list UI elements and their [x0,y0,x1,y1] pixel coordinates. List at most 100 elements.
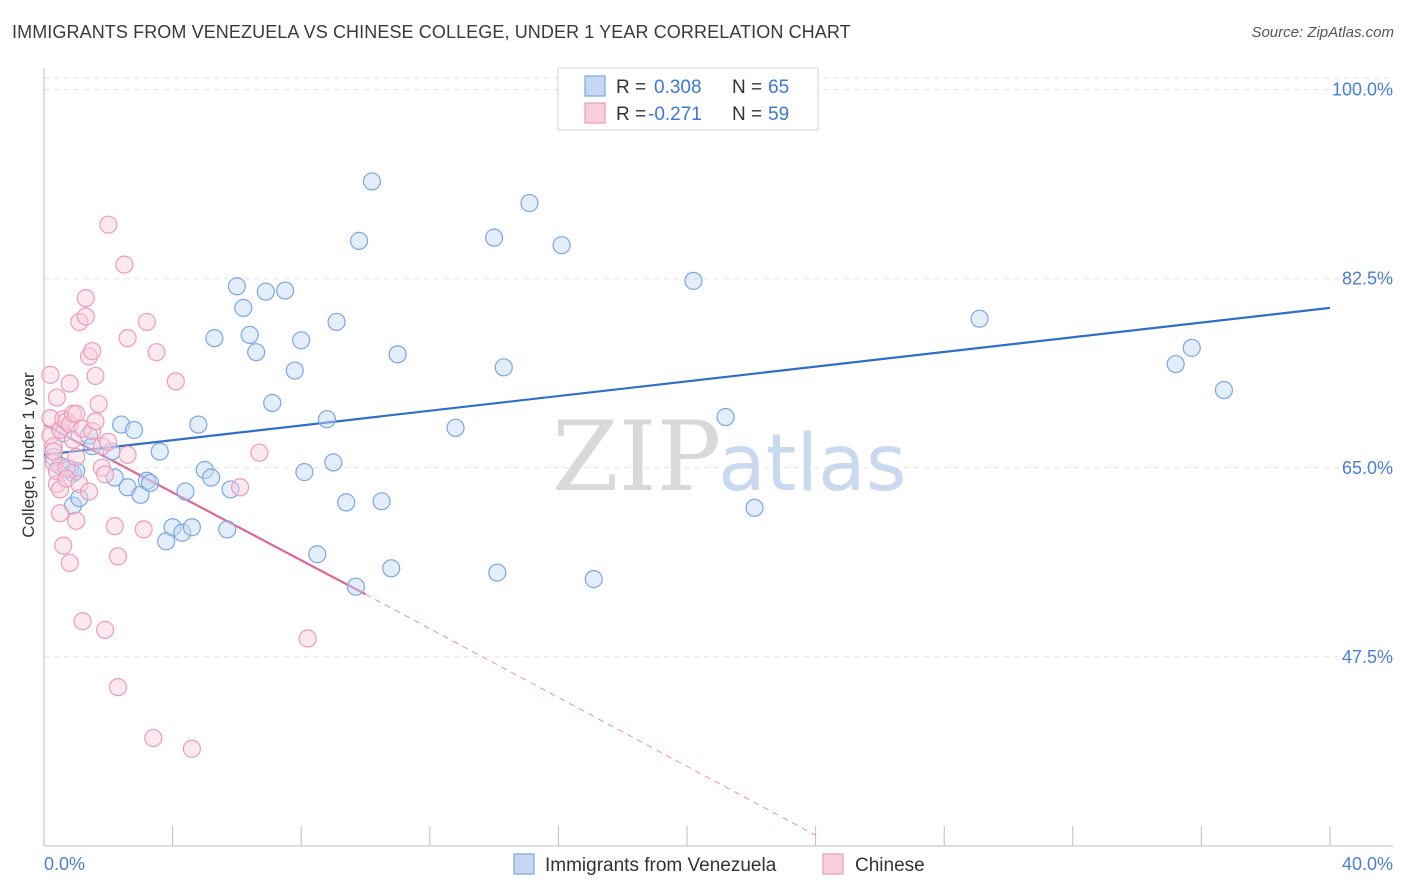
point-venezuela [240,325,259,344]
watermark-zip: ZIP [552,401,721,513]
point-venezuela [1182,338,1201,357]
y-axis-title: College, Under 1 year [19,372,38,538]
point-venezuela [295,463,314,482]
point-chinese [99,432,118,451]
legend-r-value-2: -0.271 [648,104,702,125]
point-venezuela [202,468,221,487]
point-chinese [79,347,99,366]
point-venezuela [349,231,369,250]
point-chinese [67,511,86,530]
point-venezuela [362,172,382,191]
point-chinese [47,474,66,494]
point-venezuela [182,518,201,537]
point-chinese [166,372,185,391]
point-venezuela [195,460,214,480]
point-venezuela [263,393,282,413]
point-venezuela [256,282,275,301]
point-venezuela [205,329,224,348]
bottom-legend-label-chinese: Chinese [855,855,925,876]
point-chinese [83,421,102,441]
point-chinese [54,536,73,555]
point-chinese [99,215,118,234]
point-chinese [298,629,317,648]
legend-r-label-2: R = [616,104,646,125]
point-venezuela [327,312,346,332]
point-venezuela [176,482,195,501]
point-chinese [115,255,134,274]
bottom-legend-label-venezuela: Immigrants from Venezuela [545,855,777,876]
point-chinese [83,342,102,361]
legend-n-label-1: N = [732,77,762,98]
point-venezuela [105,468,124,487]
point-chinese [89,394,108,414]
x-tick-label-min: 0.0% [44,854,85,874]
point-chinese [250,443,269,462]
watermark: ZIP atlas [552,401,907,513]
point-venezuela [173,523,192,542]
point-venezuela [137,471,156,490]
point-chinese [137,312,156,332]
point-venezuela [276,281,295,300]
point-venezuela [584,570,603,589]
legend-swatch-venezuela [584,75,606,97]
point-venezuela [388,345,407,364]
point-chinese [147,343,166,362]
point-chinese [118,445,137,464]
point-venezuela [247,343,266,362]
point-chinese [108,678,128,697]
legend-r-value-1: 0.308 [654,77,702,98]
legend-n-value-2: 59 [768,104,789,125]
point-chinese [60,553,79,572]
point-chinese [105,517,124,536]
point-venezuela [346,577,365,596]
point-venezuela [745,498,764,517]
point-venezuela [446,418,465,437]
y-tick-labels: 47.5% 65.0% 82.5% 100.0% [1332,80,1393,667]
trend-line-chinese-extension [365,593,816,836]
legend-n-value-1: 65 [768,77,789,98]
point-chinese [95,465,115,484]
data-points [41,172,1234,758]
series-legend: Immigrants from Venezuela Chinese [513,853,925,876]
y-tick-label: 82.5% [1342,269,1393,289]
point-chinese [76,289,95,308]
point-chinese [73,612,92,631]
chart-source: Source: ZipAtlas.com [1251,24,1394,41]
point-venezuela [308,545,327,564]
point-venezuela [70,488,89,508]
point-venezuela [140,473,160,493]
point-venezuela [227,277,246,296]
point-chinese [67,404,86,423]
point-venezuela [324,453,343,472]
bottom-legend-swatch-chinese [822,853,844,875]
point-chinese [47,461,66,481]
point-chinese [67,447,86,467]
point-chinese [86,366,105,386]
point-chinese [60,374,79,393]
point-venezuela [317,410,337,429]
point-venezuela [1166,354,1185,374]
point-chinese [57,412,76,431]
point-chinese [144,728,163,748]
point-venezuela [150,442,169,461]
gridlines [44,77,1393,658]
point-chinese [70,474,89,494]
point-venezuela [520,193,539,213]
point-chinese [47,388,66,407]
point-venezuela [372,492,391,511]
point-venezuela [163,518,182,537]
legend-swatch-chinese [584,102,606,124]
point-venezuela [716,407,735,427]
point-chinese [95,620,115,639]
point-venezuela [552,236,571,255]
point-chinese [86,412,105,431]
point-chinese [76,307,95,326]
trendlines [43,306,1331,836]
y-tick-label: 100.0% [1332,80,1393,100]
point-venezuela [488,563,507,582]
legend-r-label-1: R = [616,77,646,98]
point-venezuela [970,309,989,328]
point-chinese [50,504,70,523]
point-chinese [50,480,70,499]
